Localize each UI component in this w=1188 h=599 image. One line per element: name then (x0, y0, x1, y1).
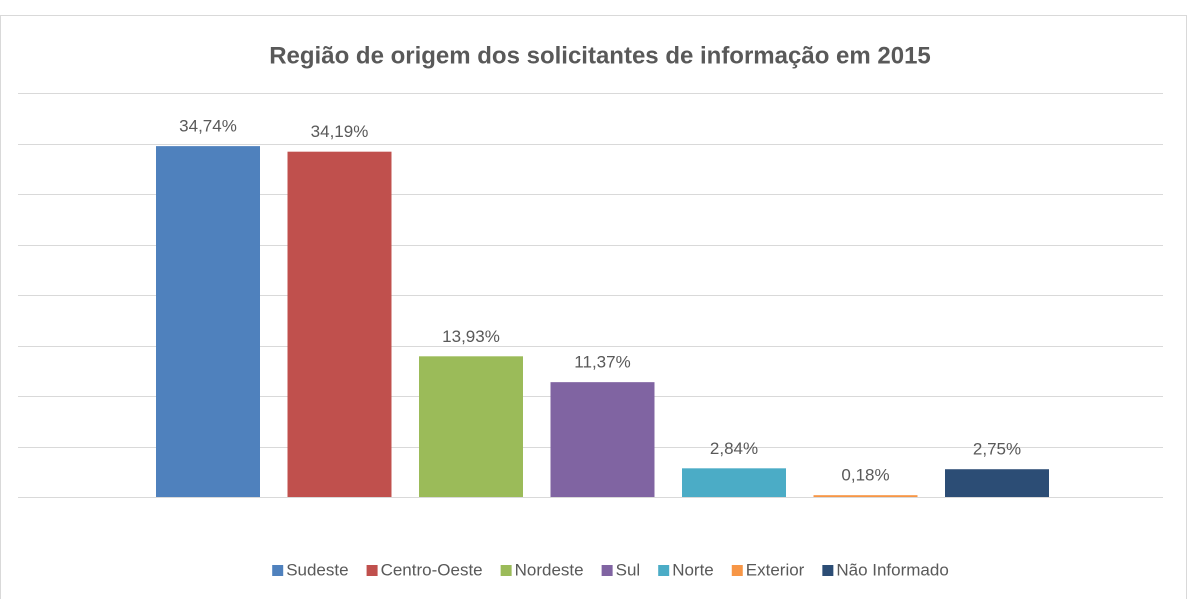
legend-label: Centro-Oeste (381, 560, 483, 579)
bar (419, 356, 523, 497)
chart-title: Região de origem dos solicitantes de inf… (269, 42, 931, 69)
legend-swatch (601, 565, 613, 576)
bar (945, 469, 1049, 497)
legend-label: Não Informado (836, 560, 948, 579)
bar (813, 495, 918, 497)
data-label: 0,18% (841, 466, 889, 485)
bar (156, 146, 260, 497)
bar (682, 468, 786, 497)
data-label: 34,19% (311, 122, 369, 141)
data-label: 13,93% (442, 327, 500, 346)
legend-swatch (272, 565, 284, 576)
legend-swatch (366, 565, 378, 576)
legend-swatch (731, 565, 743, 576)
bar (550, 382, 655, 497)
legend-swatch (822, 565, 834, 576)
data-label: 2,84% (710, 439, 758, 458)
legend-label: Norte (672, 560, 714, 579)
legend-label: Exterior (746, 560, 805, 579)
legend-swatch (500, 565, 512, 576)
legend-label: Sul (616, 560, 641, 579)
legend-label: Nordeste (515, 560, 584, 579)
legend-label: Sudeste (286, 560, 348, 579)
legend-swatch (658, 565, 670, 576)
data-label: 11,37% (574, 353, 630, 372)
data-label: 2,75% (973, 440, 1021, 459)
data-label: 34,74% (179, 117, 237, 136)
bar (287, 151, 392, 497)
